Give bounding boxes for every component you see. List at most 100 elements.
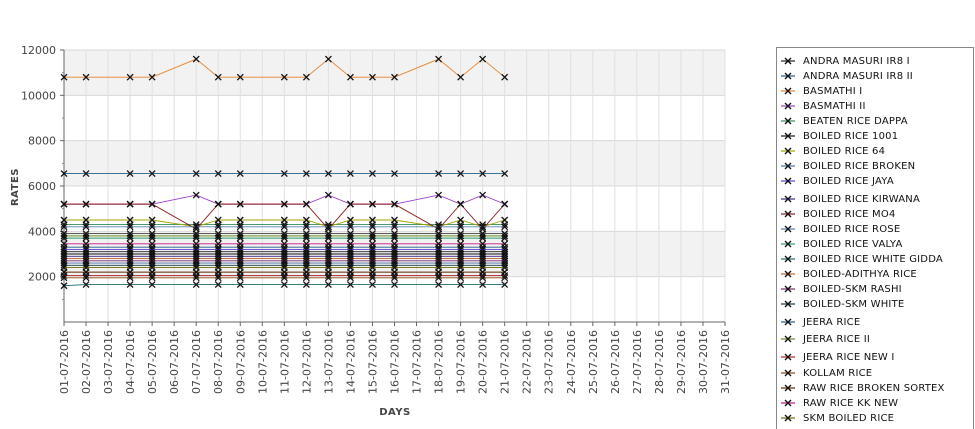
legend-item: ANDRA MASURI IR8 I	[781, 54, 910, 68]
data-point	[148, 200, 156, 208]
data-point	[435, 191, 443, 199]
legend-swatch-icon	[781, 240, 795, 248]
legend-item: BASMATHI II	[781, 99, 866, 113]
data-point	[391, 223, 398, 231]
legend-swatch-icon	[781, 384, 795, 392]
data-point	[236, 246, 244, 253]
y-tick-label: 8000	[28, 135, 56, 148]
data-point	[324, 223, 332, 231]
data-point	[324, 264, 332, 272]
legend-item: ANDRA MASURI IR8 II	[781, 69, 913, 83]
data-point	[60, 264, 68, 272]
legend-swatch-icon	[781, 414, 795, 422]
legend-label: BOILED-SKM WHITE	[803, 298, 905, 310]
legend-label: BOILED-ADITHYA RICE	[803, 268, 917, 280]
data-point	[148, 216, 156, 224]
data-point	[126, 216, 134, 224]
data-point	[346, 73, 354, 81]
series-boiled-skm-rashi	[60, 257, 509, 265]
legend-label: BOILED RICE ROSE	[803, 223, 901, 235]
legend-item: BOILED RICE JAYA	[781, 174, 894, 188]
data-point	[214, 230, 222, 238]
data-point	[346, 200, 354, 208]
data-point	[60, 282, 68, 290]
legend-label: SKM BOILED RICE	[803, 412, 895, 424]
data-point	[369, 264, 376, 272]
x-tick-label: 27-07-2016	[631, 330, 644, 394]
x-tick-label: 19-07-2016	[455, 330, 468, 394]
x-tick-label: 05-07-2016	[146, 330, 159, 394]
data-point	[126, 223, 134, 231]
data-point	[457, 281, 465, 289]
series-skm-boiled-rice	[60, 264, 509, 272]
x-tick-label: 16-07-2016	[389, 330, 402, 394]
x-tick-label: 26-07-2016	[609, 330, 622, 394]
data-point	[302, 170, 310, 177]
legend-item: BOILED RICE KIRWANA	[781, 192, 920, 206]
data-point	[369, 200, 376, 208]
data-point	[192, 170, 200, 177]
data-point	[324, 191, 332, 199]
data-point	[192, 230, 200, 238]
data-point	[192, 55, 200, 63]
x-tick-label: 20-07-2016	[477, 330, 490, 394]
data-point	[435, 230, 443, 238]
x-tick-label: 14-07-2016	[344, 330, 357, 394]
data-point	[391, 264, 398, 272]
x-tick-label: 03-07-2016	[102, 330, 115, 394]
data-point	[82, 274, 90, 282]
data-point	[346, 223, 354, 231]
y-tick-label: 12000	[21, 44, 56, 57]
x-tick-label: 07-07-2016	[190, 330, 203, 394]
y-axis-title: RATES	[10, 168, 21, 206]
legend-item: BASMATHI I	[781, 84, 862, 98]
data-point	[126, 200, 134, 208]
x-tick-label: 08-07-2016	[212, 330, 225, 394]
data-point	[280, 73, 288, 81]
data-point	[435, 281, 443, 289]
data-point	[60, 216, 68, 224]
data-point	[457, 223, 465, 231]
legend-label: RAW RICE KK NEW	[803, 397, 899, 409]
x-tick-label: 17-07-2016	[411, 330, 424, 394]
x-tick-label: 25-07-2016	[587, 330, 600, 394]
data-point	[192, 246, 200, 253]
data-point	[501, 240, 509, 248]
x-tick-label: 10-07-2016	[256, 330, 269, 394]
data-point	[391, 200, 398, 208]
data-point	[391, 73, 398, 81]
data-point	[369, 223, 376, 231]
y-tick-label: 6000	[28, 180, 56, 193]
data-point	[236, 264, 244, 272]
legend-swatch-icon	[781, 177, 795, 185]
data-point	[192, 240, 200, 248]
data-point	[192, 281, 200, 289]
data-point	[302, 264, 310, 272]
data-point	[346, 170, 354, 177]
data-point	[501, 230, 509, 238]
data-point	[192, 264, 200, 272]
data-point	[324, 170, 332, 177]
data-point	[82, 230, 90, 238]
data-point	[126, 274, 134, 282]
data-point	[391, 240, 398, 248]
data-point	[126, 73, 134, 81]
data-point	[236, 170, 244, 177]
data-point	[302, 246, 310, 253]
legend-item: BOILED RICE WHITE GIDDA	[781, 252, 943, 266]
data-point	[457, 73, 465, 81]
data-point	[346, 246, 354, 253]
data-point	[126, 170, 134, 177]
legend-item: BOILED RICE BROKEN	[781, 159, 915, 173]
legend-item: BOILED RICE MO4	[781, 207, 896, 221]
x-tick-label: 28-07-2016	[653, 330, 666, 394]
legend-swatch-icon	[781, 87, 795, 95]
data-point	[479, 170, 487, 177]
data-point	[501, 264, 509, 272]
data-point	[280, 264, 288, 272]
data-point	[479, 246, 487, 253]
legend-label: RAW RICE BROKEN SORTEX	[803, 382, 945, 394]
legend-label: BOILED RICE BROKEN	[803, 160, 916, 172]
data-point	[60, 240, 68, 248]
legend-swatch-icon	[781, 225, 795, 233]
